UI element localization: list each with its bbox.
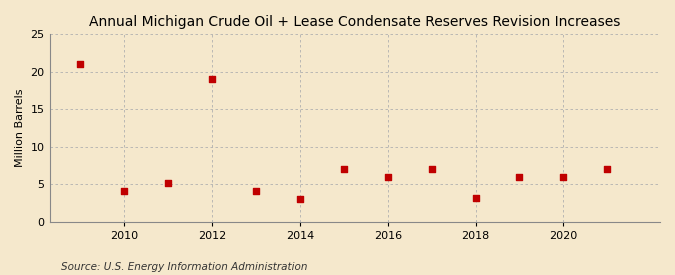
Point [338,167,349,171]
Point [382,175,393,179]
Point [119,189,130,193]
Point [75,62,86,67]
Point [602,167,613,171]
Point [558,175,569,179]
Point [163,181,173,186]
Title: Annual Michigan Crude Oil + Lease Condensate Reserves Revision Increases: Annual Michigan Crude Oil + Lease Conden… [89,15,620,29]
Point [514,175,525,179]
Point [294,197,305,201]
Point [470,196,481,201]
Y-axis label: Million Barrels: Million Barrels [15,89,25,167]
Point [207,77,217,81]
Point [426,167,437,171]
Text: Source: U.S. Energy Information Administration: Source: U.S. Energy Information Administ… [61,262,307,272]
Point [250,189,261,193]
